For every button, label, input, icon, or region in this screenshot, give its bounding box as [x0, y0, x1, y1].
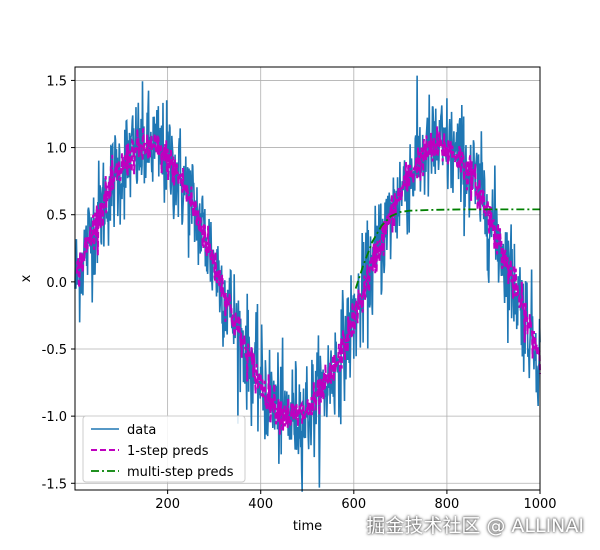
- x-tick-label: 600: [341, 497, 366, 512]
- x-tick-label: 1000: [523, 497, 556, 512]
- y-tick-label: 1.0: [46, 142, 67, 157]
- y-tick-label: -1.5: [42, 477, 67, 492]
- legend: data 1-step preds multi-step preds: [82, 415, 246, 483]
- y-axis-label: x: [19, 274, 34, 282]
- legend-box: [82, 415, 246, 483]
- x-axis: 200 400 600 800 1000: [155, 490, 557, 512]
- axes-frame: [74, 66, 541, 491]
- x-tick-label: 400: [248, 497, 273, 512]
- x-tick-label: 800: [434, 497, 459, 512]
- y-tick-label: 1.5: [46, 74, 67, 89]
- plot-area: [74, 75, 541, 492]
- y-axis: 1.5 1.0 0.5 0.0 -0.5 -1.0 -1.5: [42, 74, 75, 492]
- y-tick-label: 0.5: [46, 209, 67, 224]
- legend-label: data: [127, 423, 156, 438]
- legend-label: multi-step preds: [127, 465, 234, 480]
- multi-step-preds-line: [354, 208, 540, 289]
- x-axis-label: time: [293, 519, 322, 534]
- y-tick-label: 0.0: [46, 276, 67, 291]
- y-tick-label: -0.5: [42, 343, 67, 358]
- one-step-preds-line: [75, 126, 541, 435]
- x-tick-label: 200: [155, 497, 180, 512]
- legend-label: 1-step preds: [127, 444, 209, 459]
- watermark-text: 掘金技术社区 @ ALLINAI: [366, 515, 584, 537]
- y-tick-label: -1.0: [42, 410, 67, 425]
